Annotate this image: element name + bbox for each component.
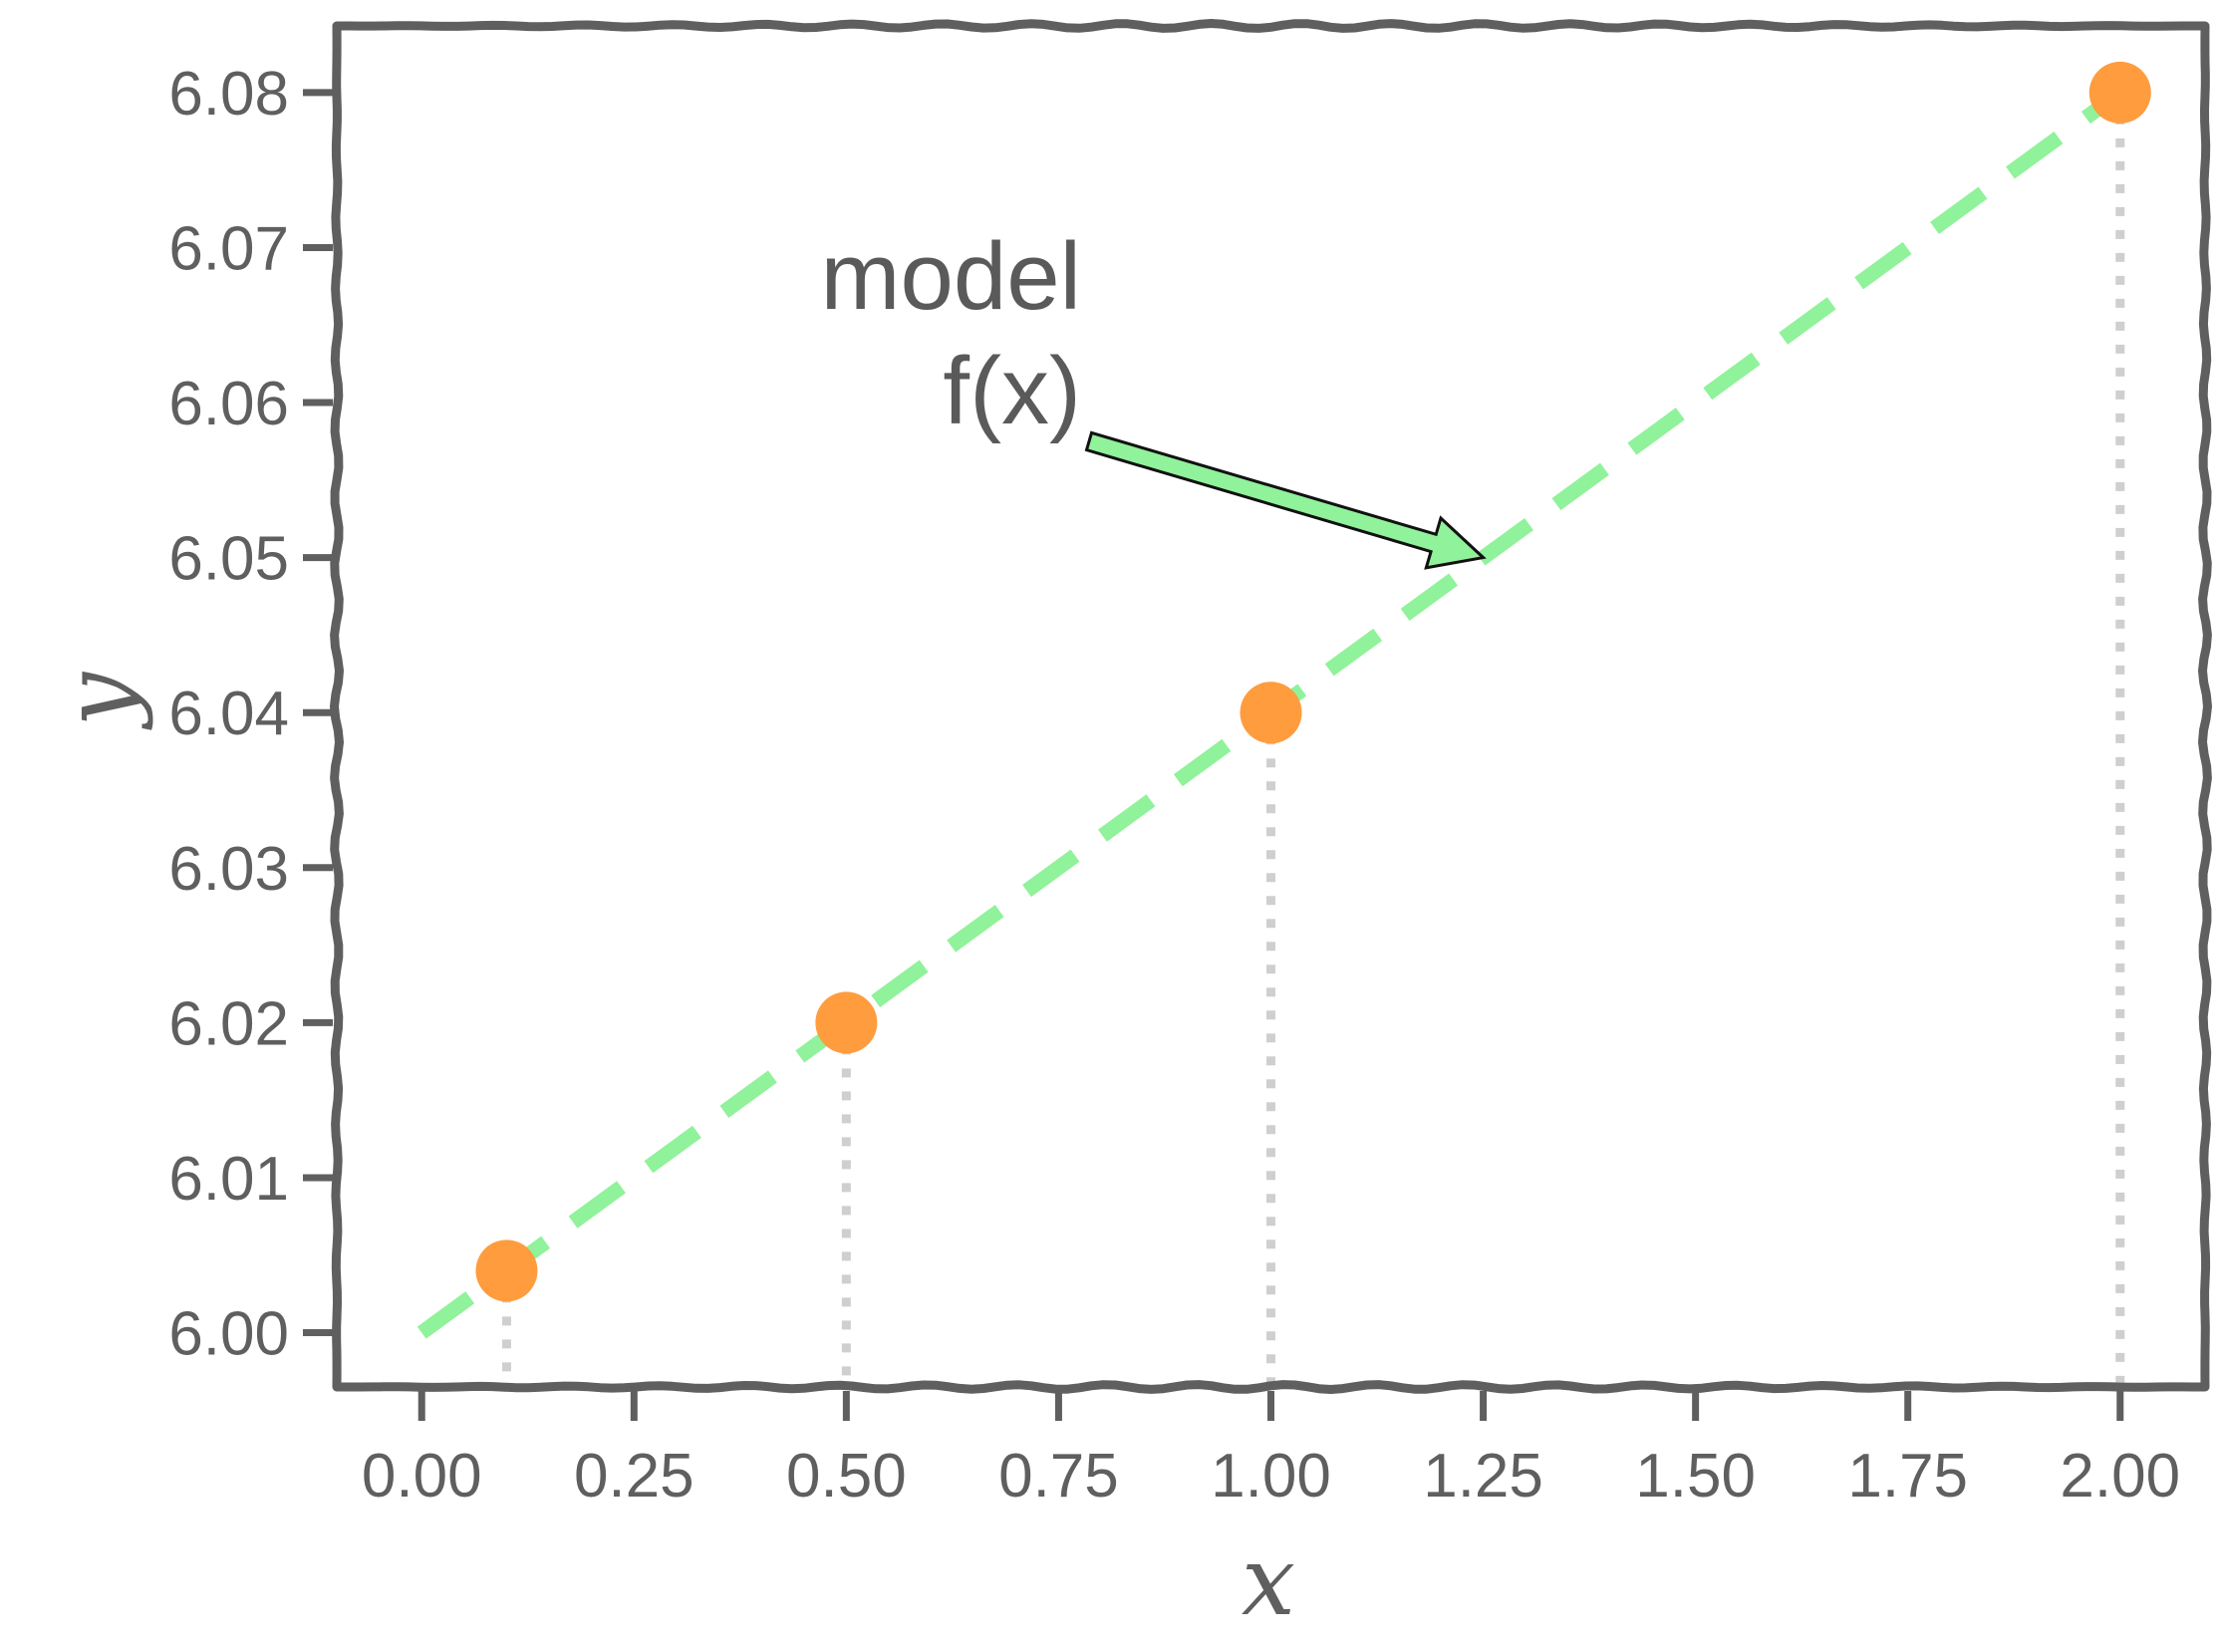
y-tick-label: 6.03: [168, 835, 289, 904]
annotation-arrow: [1084, 430, 1487, 570]
x-tick-label: 0.25: [574, 1442, 694, 1511]
data-point: [2088, 61, 2151, 124]
y-tick-label: 6.04: [168, 680, 289, 748]
data-point: [475, 1239, 538, 1302]
model-annotation: model f(x): [821, 223, 1487, 570]
y-axis-label: y: [43, 671, 154, 730]
x-tick-label: 0.50: [786, 1442, 907, 1511]
data-point: [1240, 682, 1302, 744]
y-tick-label: 6.07: [168, 214, 289, 283]
x-tick-label: 2.00: [2060, 1442, 2180, 1511]
x-tick-label: 0.00: [362, 1442, 482, 1511]
x-axis-label: x: [1242, 1525, 1295, 1637]
x-tick-label: 1.75: [1847, 1442, 1968, 1511]
data-point: [815, 991, 878, 1054]
x-tick-label: 1.50: [1635, 1442, 1756, 1511]
x-tick-label: 1.00: [1211, 1442, 1331, 1511]
y-tick-label: 6.05: [168, 525, 289, 594]
y-tick-label: 6.00: [168, 1300, 289, 1369]
annotation-line-model: model: [821, 223, 1081, 330]
droplines: [501, 92, 2125, 1387]
y-axis-ticks: 6.00 6.01 6.02 6.03 6.04 6.05 6.06 6.07 6.08: [168, 60, 333, 1369]
y-tick-label: 6.06: [168, 370, 289, 438]
x-tick-label: 1.25: [1423, 1442, 1543, 1511]
data-points: [475, 61, 2151, 1302]
y-tick-label: 6.01: [168, 1145, 289, 1214]
x-tick-label: 0.75: [998, 1442, 1119, 1511]
annotation-line-fx: f(x): [943, 338, 1081, 444]
y-tick-label: 6.02: [168, 989, 289, 1058]
plot-frame: [330, 19, 2212, 1394]
x-axis-ticks: 0.00 0.25 0.50 0.75 1.00 1.25 1.50 1.75 2.00: [362, 1391, 2180, 1511]
y-tick-label: 6.08: [168, 60, 289, 129]
